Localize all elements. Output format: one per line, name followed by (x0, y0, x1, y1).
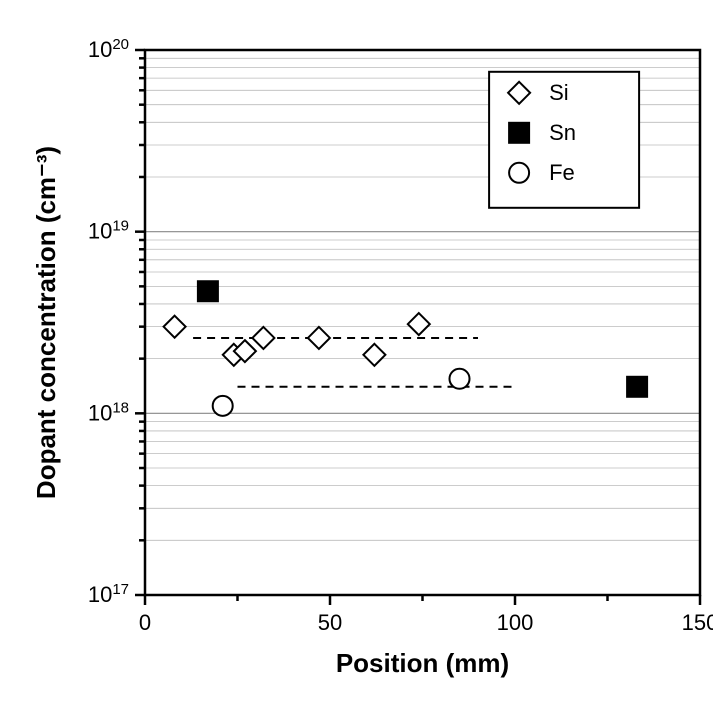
legend-label: Si (549, 80, 569, 105)
svg-text:0: 0 (139, 610, 151, 635)
svg-text:100: 100 (497, 610, 534, 635)
legend-label: Fe (549, 160, 575, 185)
legend-label: Sn (549, 120, 576, 145)
series-si (164, 313, 430, 366)
y-axis-label: Dopant concentration (cm⁻³) (31, 146, 61, 499)
svg-text:150: 150 (682, 610, 713, 635)
scatter-chart: 0 50 100 150 1017 1018 1019 1020 Position (mm) Do… (20, 20, 713, 687)
series-fe (213, 369, 470, 416)
svg-text:50: 50 (318, 610, 342, 635)
svg-text:1018: 1018 (88, 399, 129, 426)
svg-text:1019: 1019 (88, 217, 129, 244)
x-axis-label: Position (mm) (336, 648, 509, 678)
svg-text:1020: 1020 (88, 36, 129, 63)
svg-text:1017: 1017 (88, 581, 129, 608)
chart-container: 0 50 100 150 1017 1018 1019 1020 Position (mm) Do… (20, 20, 713, 687)
legend: Si Sn Fe (489, 72, 639, 208)
